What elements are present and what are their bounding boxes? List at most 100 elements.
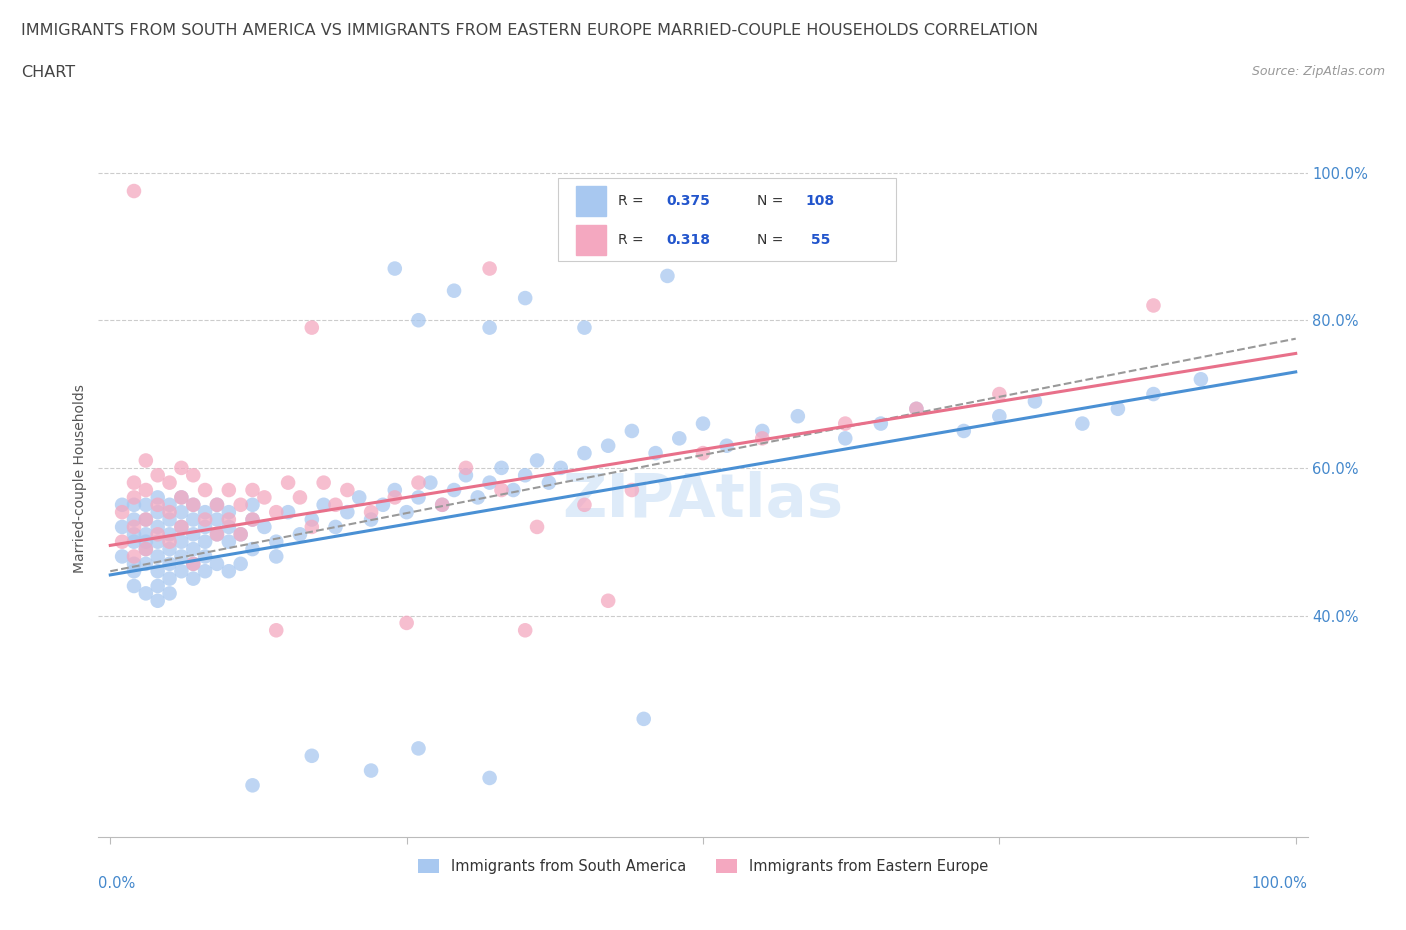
Point	[122, 534, 145, 549]
Point	[288, 490, 311, 505]
Point	[491, 483, 513, 498]
Point	[834, 431, 856, 445]
Point	[170, 564, 193, 578]
Text: 0.0%: 0.0%	[98, 876, 135, 891]
Point	[325, 520, 347, 535]
Point	[194, 534, 217, 549]
Point	[786, 409, 808, 424]
Point	[264, 549, 287, 564]
Legend: Immigrants from South America, Immigrants from Eastern Europe: Immigrants from South America, Immigrant…	[412, 853, 994, 880]
Text: 0.375: 0.375	[666, 194, 710, 208]
Point	[988, 387, 1011, 402]
Text: 0.318: 0.318	[666, 232, 710, 247]
Point	[159, 475, 181, 490]
Point	[159, 556, 181, 571]
Bar	[576, 225, 606, 255]
Point	[478, 320, 501, 335]
Point	[1142, 387, 1164, 402]
Point	[146, 498, 169, 512]
Point	[242, 777, 264, 792]
Point	[574, 445, 596, 460]
Point	[537, 475, 560, 490]
Point	[159, 534, 181, 549]
Point	[384, 261, 406, 276]
Point	[122, 520, 145, 535]
Point	[135, 534, 157, 549]
Point	[408, 490, 430, 505]
Point	[122, 549, 145, 564]
Point	[526, 453, 548, 468]
Point	[419, 475, 441, 490]
Point	[218, 534, 240, 549]
Point	[181, 498, 204, 512]
Point	[146, 549, 169, 564]
Point	[360, 512, 382, 527]
Point	[111, 549, 134, 564]
Point	[135, 541, 157, 556]
Point	[526, 520, 548, 535]
Point	[194, 483, 217, 498]
Point	[146, 534, 169, 549]
Point	[395, 616, 418, 631]
Point	[384, 483, 406, 498]
Point	[668, 431, 690, 445]
Point	[277, 475, 299, 490]
Point	[181, 527, 204, 542]
Point	[135, 512, 157, 527]
Point	[620, 423, 643, 438]
Point	[301, 512, 323, 527]
Text: 100.0%: 100.0%	[1251, 876, 1308, 891]
Point	[146, 578, 169, 593]
Point	[633, 711, 655, 726]
Point	[550, 460, 572, 475]
Point	[1024, 394, 1046, 409]
Point	[194, 549, 217, 564]
Point	[181, 468, 204, 483]
Point	[170, 520, 193, 535]
Point	[181, 571, 204, 586]
Point	[515, 468, 537, 483]
Point	[751, 423, 773, 438]
Point	[253, 490, 276, 505]
FancyBboxPatch shape	[558, 179, 897, 260]
Point	[218, 564, 240, 578]
Point	[111, 505, 134, 520]
Point	[502, 483, 524, 498]
Point	[146, 490, 169, 505]
Point	[336, 505, 359, 520]
Point	[360, 505, 382, 520]
Point	[1142, 298, 1164, 312]
Point	[146, 564, 169, 578]
Text: Source: ZipAtlas.com: Source: ZipAtlas.com	[1251, 65, 1385, 78]
Point	[111, 520, 134, 535]
Point	[170, 505, 193, 520]
Point	[988, 409, 1011, 424]
Point	[242, 512, 264, 527]
Point	[159, 571, 181, 586]
Point	[301, 520, 323, 535]
Point	[170, 534, 193, 549]
Point	[620, 483, 643, 498]
Point	[347, 490, 370, 505]
Point	[135, 498, 157, 512]
Point	[146, 593, 169, 608]
Point	[408, 312, 430, 327]
Point	[443, 284, 465, 299]
Point	[952, 423, 974, 438]
Point	[454, 468, 477, 483]
Point	[159, 527, 181, 542]
Y-axis label: Married-couple Households: Married-couple Households	[73, 384, 87, 574]
Point	[122, 498, 145, 512]
Point	[408, 475, 430, 490]
Point	[122, 512, 145, 527]
Point	[644, 445, 666, 460]
Point	[478, 770, 501, 785]
Point	[122, 183, 145, 198]
Point	[122, 490, 145, 505]
Point	[194, 564, 217, 578]
Point	[205, 556, 228, 571]
Point	[135, 586, 157, 601]
Point	[229, 498, 252, 512]
Point	[312, 475, 335, 490]
Text: CHART: CHART	[21, 65, 75, 80]
